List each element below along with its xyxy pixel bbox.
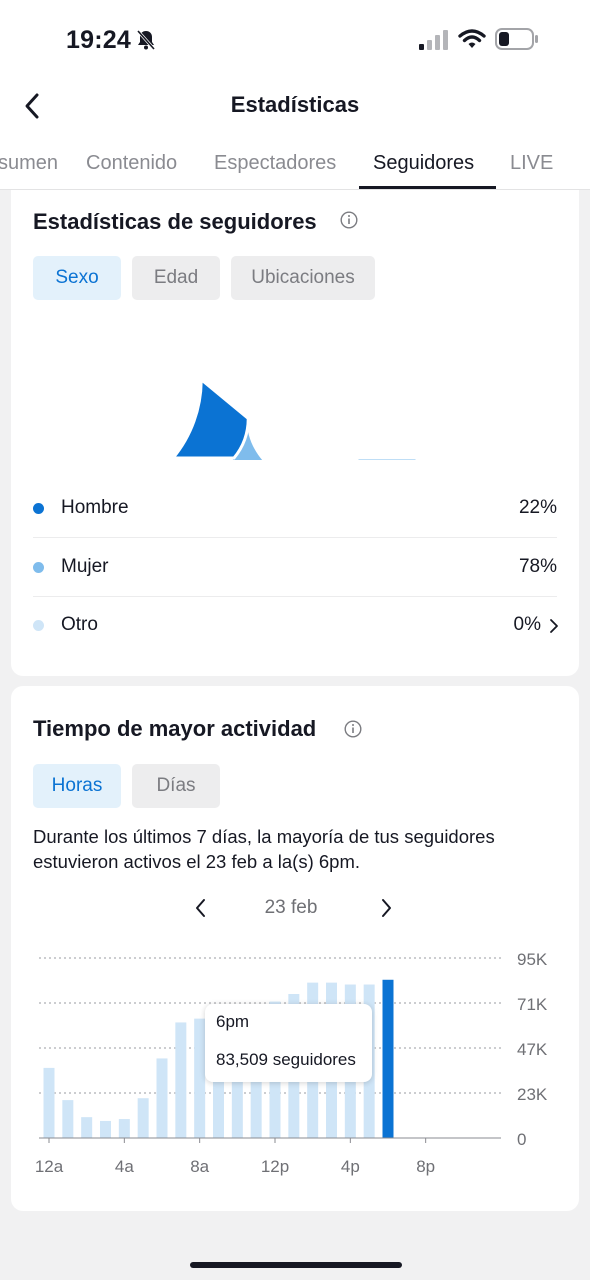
chart-bar (137, 1098, 149, 1138)
tab-contenido[interactable]: Contenido (86, 152, 178, 174)
chart-bar (118, 1119, 130, 1138)
info-icon[interactable] (340, 211, 358, 234)
chart-bar (81, 1117, 93, 1138)
legend-label: Hombre (61, 497, 129, 518)
x-tick-label: 8p (416, 1157, 435, 1176)
date-label: 23 feb (264, 897, 318, 918)
activity-card: Tiempo de mayor actividad Horas Días Dur… (11, 686, 579, 1211)
chip-ubicaciones[interactable]: Ubicaciones (231, 256, 375, 300)
legend-value: 0% (513, 614, 541, 635)
tab-live[interactable]: LIVE (510, 152, 554, 174)
gender-donut-chart (171, 376, 421, 460)
chart-bar (100, 1120, 111, 1138)
chevron-right-icon[interactable] (379, 898, 393, 918)
tooltip-value: 83,509 seguidores (216, 1050, 356, 1069)
page-title: Estadísticas (230, 92, 360, 117)
tab-resumen[interactable]: sumen (0, 152, 59, 174)
divider (33, 596, 557, 597)
chip-horas[interactable]: Horas (33, 764, 121, 808)
y-tick-label: 71K (517, 995, 548, 1014)
x-tick-label: 8a (190, 1157, 209, 1176)
legend-label: Mujer (61, 556, 109, 577)
signal-icon (419, 30, 449, 55)
active-tab-indicator (359, 186, 496, 189)
legend-dot (33, 562, 44, 573)
legend-label: Otro (61, 614, 98, 635)
info-icon[interactable] (344, 720, 362, 743)
status-bar: 19:24 (0, 0, 590, 80)
chart-bar (43, 1067, 55, 1138)
chart-bar (62, 1100, 74, 1138)
tab-bar: sumen Contenido Espectadores Seguidores … (0, 140, 590, 190)
y-tick-label: 47K (517, 1040, 548, 1059)
chevron-left-icon[interactable] (194, 898, 208, 918)
chart-bar (382, 979, 394, 1138)
chart-bar (194, 1018, 206, 1138)
x-tick-label: 4a (115, 1157, 134, 1176)
legend-dot (33, 503, 44, 514)
chip-edad[interactable]: Edad (132, 256, 220, 300)
section-title: Tiempo de mayor actividad (33, 716, 317, 741)
y-tick-label: 23K (517, 1085, 548, 1104)
legend-row-otro[interactable]: Otro 0% (33, 597, 558, 655)
activity-summary: Durante los últimos 7 días, la mayoría d… (33, 826, 495, 872)
bell-muted-icon (136, 29, 156, 56)
tab-espectadores[interactable]: Espectadores (214, 152, 337, 174)
section-title: Estadísticas de seguidores (33, 209, 317, 234)
chip-dias[interactable]: Días (132, 764, 220, 808)
tooltip-hour: 6pm (216, 1012, 250, 1031)
wifi-icon (458, 28, 486, 55)
tab-seguidores[interactable]: Seguidores (373, 152, 475, 174)
legend-dot (33, 620, 44, 631)
legend-row-mujer: Mujer 78% (33, 539, 557, 597)
x-tick-label: 4p (341, 1157, 360, 1176)
chart-bar (156, 1058, 168, 1138)
chevron-right-icon (550, 619, 558, 633)
chart-tooltip: 6pm 83,509 seguidores (205, 1004, 372, 1082)
back-button[interactable] (14, 88, 50, 124)
chevron-left-icon (25, 93, 39, 119)
y-tick-label: 0 (517, 1130, 526, 1149)
y-tick-label: 95K (517, 950, 548, 969)
status-time: 19:24 (66, 26, 131, 54)
legend-value: 22% (518, 497, 557, 518)
divider (33, 537, 557, 538)
follower-stats-card: Estadísticas de seguidores Sexo Edad Ubi… (11, 190, 579, 676)
chart-bar (175, 1022, 187, 1138)
legend-value: 78% (518, 556, 557, 577)
battery-icon (495, 28, 539, 55)
chip-sexo[interactable]: Sexo (33, 256, 121, 300)
donut-segment-hombre (171, 376, 250, 460)
legend-row-hombre: Hombre 22% (33, 480, 557, 538)
x-tick-label: 12p (261, 1157, 289, 1176)
nav-header: Estadísticas sumen Contenido Espectadore… (0, 80, 590, 190)
home-indicator (190, 1262, 402, 1268)
x-tick-label: 12a (35, 1157, 64, 1176)
